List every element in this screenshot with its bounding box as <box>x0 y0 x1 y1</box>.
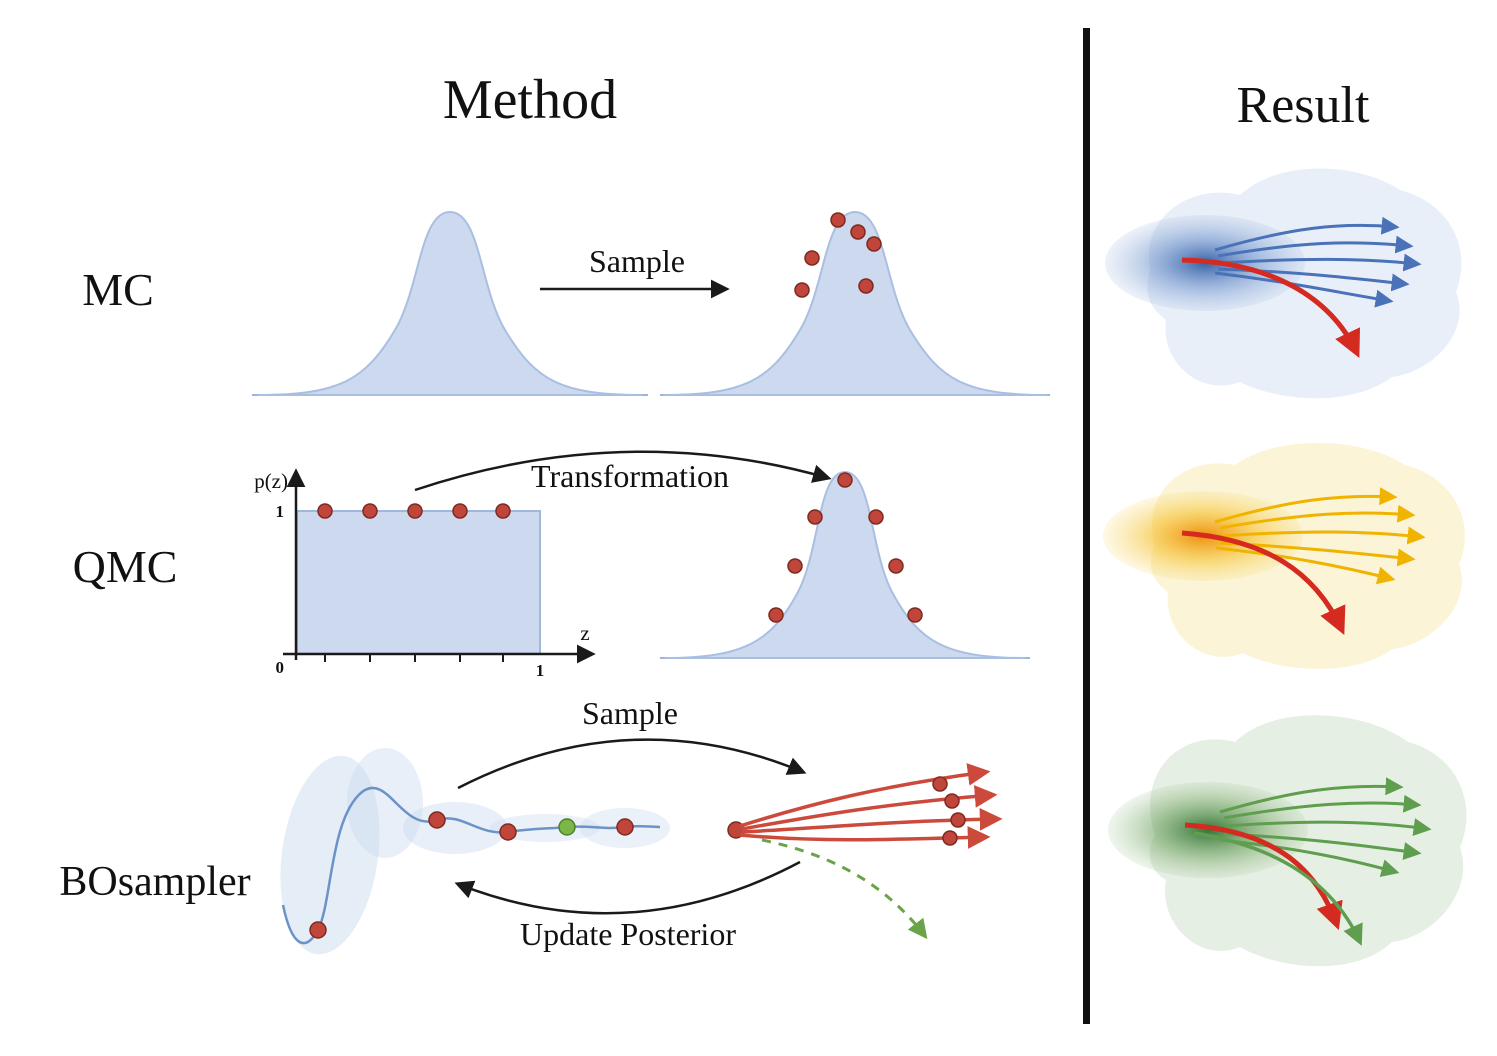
qmc-uniform-plot: p(z) z 1 0 1 <box>254 468 596 680</box>
result-column-title: Result <box>1237 77 1370 134</box>
green-density-core <box>1108 782 1308 878</box>
uniform-rect <box>296 510 541 655</box>
uniform-dots <box>317 503 511 519</box>
result-mc-blue <box>1105 168 1462 399</box>
y-axis-label: p(z) <box>254 469 288 493</box>
x-axis-ticks <box>324 654 504 662</box>
qmc-label: QMC <box>73 541 178 592</box>
x-axis-label: z <box>580 621 589 645</box>
bo-update-label: Update Posterior <box>520 916 736 952</box>
green-prediction-curve <box>1193 831 1363 946</box>
x-tick-one: 1 <box>536 661 545 680</box>
bo-green-dashed-trajectory <box>761 838 928 940</box>
column-divider <box>1083 28 1090 1024</box>
qmc-sample-dots <box>768 472 923 623</box>
bo-sample-label: Sample <box>582 695 678 731</box>
mc-sample-label: Sample <box>589 243 685 279</box>
qmc-gaussian <box>664 470 1026 659</box>
blue-groundtruth-red-curve <box>1181 257 1360 358</box>
green-arrow-fan <box>1219 777 1432 877</box>
origin-tick: 0 <box>276 658 285 677</box>
mc-row: MC Sample <box>82 210 1050 396</box>
mc-label: MC <box>82 264 154 315</box>
transformation-label: Transformation <box>531 458 729 494</box>
bo-sample-arrow <box>457 738 807 790</box>
green-groundtruth-red-curve <box>1184 822 1343 931</box>
blue-arrow-fan <box>1214 216 1422 308</box>
bo-update-arrow <box>454 860 801 915</box>
bosampler-label: BOsampler <box>59 859 250 905</box>
yellow-groundtruth-red-curve <box>1181 530 1346 636</box>
mc-gaussian-plain <box>257 210 643 396</box>
y-tick-one: 1 <box>276 502 285 521</box>
result-bosampler-green <box>1108 715 1467 967</box>
qmc-row: QMC p(z) z 1 0 1 <box>73 450 1030 680</box>
gp-observed-dots <box>309 811 634 939</box>
transformation-arrow <box>414 450 832 492</box>
bosampler-row: BOsampler Sample Update Posterior <box>59 695 1003 955</box>
gp-new-sample-dot <box>558 818 576 836</box>
mc-gaussian-sampled <box>662 210 1048 396</box>
method-column-title: Method <box>443 69 617 131</box>
bo-fan-dots <box>932 776 966 846</box>
mc-sample-dots <box>794 212 882 298</box>
bo-trajectory-fan <box>727 763 1003 940</box>
result-qmc-yellow <box>1103 442 1465 669</box>
